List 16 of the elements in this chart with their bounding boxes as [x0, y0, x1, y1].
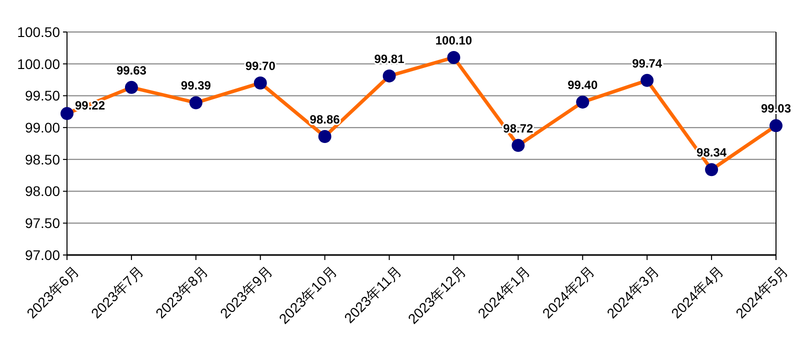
y-tick-label: 100.00	[17, 56, 60, 72]
data-label: 99.40	[568, 78, 598, 92]
data-label: 99.81	[374, 52, 405, 66]
data-label: 99.63	[116, 63, 147, 78]
y-tick-label: 97.50	[24, 215, 60, 232]
data-label: 99.39	[180, 78, 212, 93]
y-tick-label: 98.50	[24, 151, 60, 168]
data-label: 99.74	[632, 56, 662, 70]
y-tick-label: 97.00	[24, 246, 60, 263]
y-tick-label: 99.50	[24, 88, 60, 104]
y-tick-label: 99.00	[24, 119, 60, 136]
data-label: 100.10	[435, 33, 472, 48]
data-label: 98.86	[310, 112, 340, 126]
y-tick-label: 98.00	[24, 183, 60, 200]
data-label: 99.70	[245, 58, 276, 73]
y-tick-label: 100.50	[17, 24, 60, 40]
